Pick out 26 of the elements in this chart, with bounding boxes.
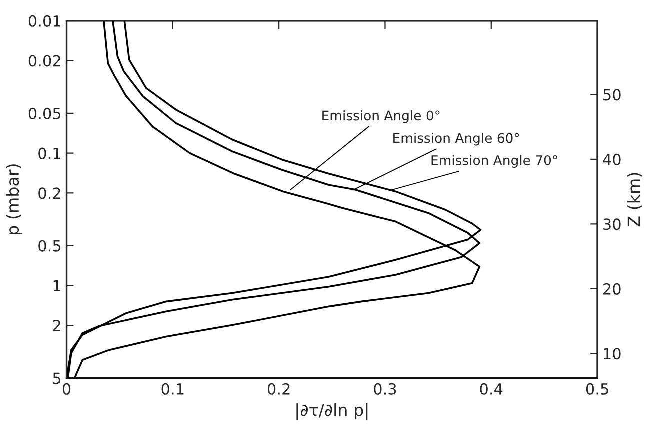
x-tick-label: 0 [62, 383, 71, 395]
y2-axis-title: Z (km) [627, 173, 642, 227]
y2-tick-label: 10 [604, 348, 621, 360]
x-axis-title: |∂τ/∂ln p| [296, 403, 368, 420]
y2-tick-label: 30 [604, 218, 621, 230]
y-tick-label: 1 [54, 280, 60, 292]
x-tick-label: 0.2 [268, 383, 290, 395]
x-tick-label: 0.5 [586, 383, 608, 395]
annotation: Emission Angle 60° [394, 133, 520, 146]
x-tick-label: 0.3 [374, 383, 396, 395]
y-tick-label: 0.02 [28, 55, 60, 67]
y-tick-label: 0.2 [38, 188, 60, 200]
y2-tick-label: 20 [604, 283, 621, 295]
y-tick-label: 2 [53, 320, 60, 332]
annotation: Emission Angle 0° [322, 110, 440, 124]
y2-tick-label: 50 [604, 89, 621, 101]
y-tick-label: 0.01 [28, 15, 60, 27]
annotation: Emission Angle 70° [432, 155, 558, 168]
y-axis-title: p (mbar) [6, 164, 22, 234]
y2-tick-label: 40 [603, 154, 621, 166]
y-tick-label: 0.5 [38, 240, 61, 252]
y-tick-label: 5 [53, 372, 61, 384]
x-tick-label: 0.1 [162, 383, 184, 395]
y-tick-label: 0.05 [28, 108, 61, 120]
y-tick-label: 0.1 [38, 148, 60, 160]
x-tick-label: 0.4 [480, 383, 503, 395]
